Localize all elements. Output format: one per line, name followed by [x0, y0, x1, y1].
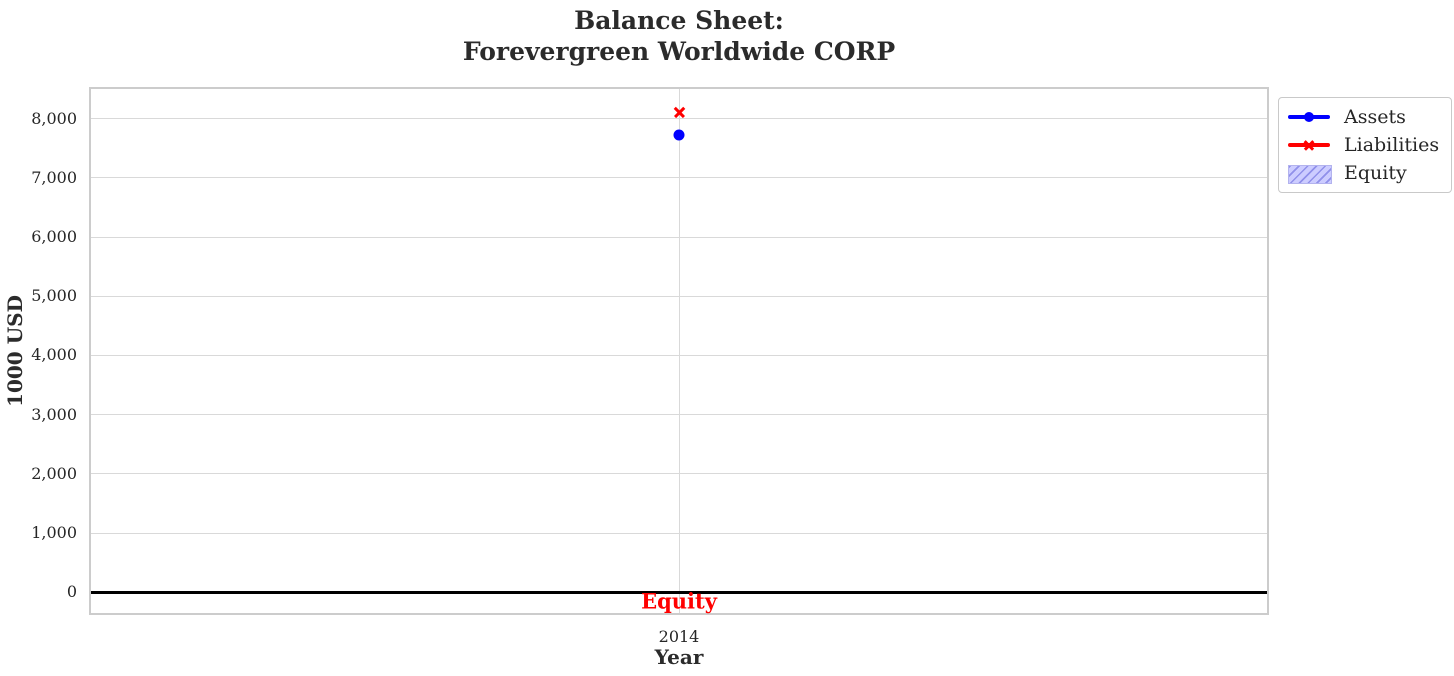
y-tick-label: 4,000 — [31, 345, 77, 365]
legend: Assets Liabilities Equity — [1278, 97, 1453, 193]
chart-title: Balance Sheet: Forevergreen Worldwide CO… — [462, 6, 896, 66]
legend-label-equity: Equity — [1344, 162, 1407, 184]
legend-label-liabilities: Liabilities — [1344, 134, 1440, 156]
y-tick-label: 6,000 — [31, 227, 77, 247]
x-axis-label: Year — [654, 645, 704, 669]
assets-marker — [673, 129, 685, 141]
equity-annotation: Equity — [641, 588, 717, 614]
y-tick-label: 2,000 — [31, 463, 77, 483]
y-tick-label: 0 — [66, 582, 77, 602]
y-tick-label: 1,000 — [31, 523, 77, 543]
y-tick-label: 5,000 — [31, 286, 77, 306]
x-tick-label: 2014 — [658, 627, 700, 646]
plot-area: Equity — [89, 87, 1269, 615]
legend-label-assets: Assets — [1344, 106, 1406, 128]
liabilities-line-x-icon — [1288, 135, 1330, 155]
legend-item-assets: Assets — [1288, 103, 1439, 131]
y-tick-label: 7,000 — [31, 167, 77, 187]
zero-line — [91, 590, 1267, 594]
y-tick-label: 8,000 — [31, 108, 77, 128]
legend-item-liabilities: Liabilities — [1288, 131, 1439, 159]
y-tick-label: 3,000 — [31, 404, 77, 424]
x-gridline — [678, 89, 680, 613]
equity-hatched-patch-icon — [1288, 163, 1332, 184]
assets-line-circle-icon — [1288, 107, 1330, 127]
legend-item-equity: Equity — [1288, 159, 1439, 187]
